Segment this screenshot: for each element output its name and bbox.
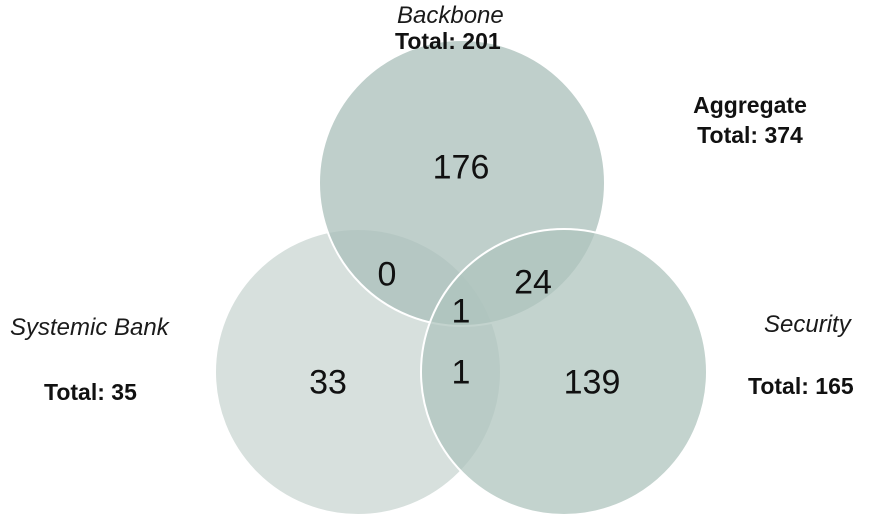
backbone-label: Backbone xyxy=(397,2,504,29)
security-label: Security xyxy=(764,311,851,338)
security-circle xyxy=(420,228,708,516)
systemic-security-count: 1 xyxy=(451,353,471,392)
backbone-systemic-count: 0 xyxy=(377,255,397,294)
backbone-only-count: 176 xyxy=(432,148,490,187)
systemic-bank-label: Systemic Bank xyxy=(10,314,169,341)
backbone-total: Total: 201 xyxy=(395,28,501,54)
aggregate-total: Total: 374 xyxy=(697,122,803,148)
systemic-only-count: 33 xyxy=(309,363,347,402)
aggregate-label: Aggregate xyxy=(693,92,807,118)
systemic-bank-total: Total: 35 xyxy=(44,379,137,405)
security-only-count: 139 xyxy=(563,363,621,402)
backbone-security-count: 24 xyxy=(514,263,552,302)
all-three-count: 1 xyxy=(451,292,471,331)
security-total: Total: 165 xyxy=(748,373,854,399)
aggregate-block: Aggregate Total: 374 xyxy=(680,90,820,150)
